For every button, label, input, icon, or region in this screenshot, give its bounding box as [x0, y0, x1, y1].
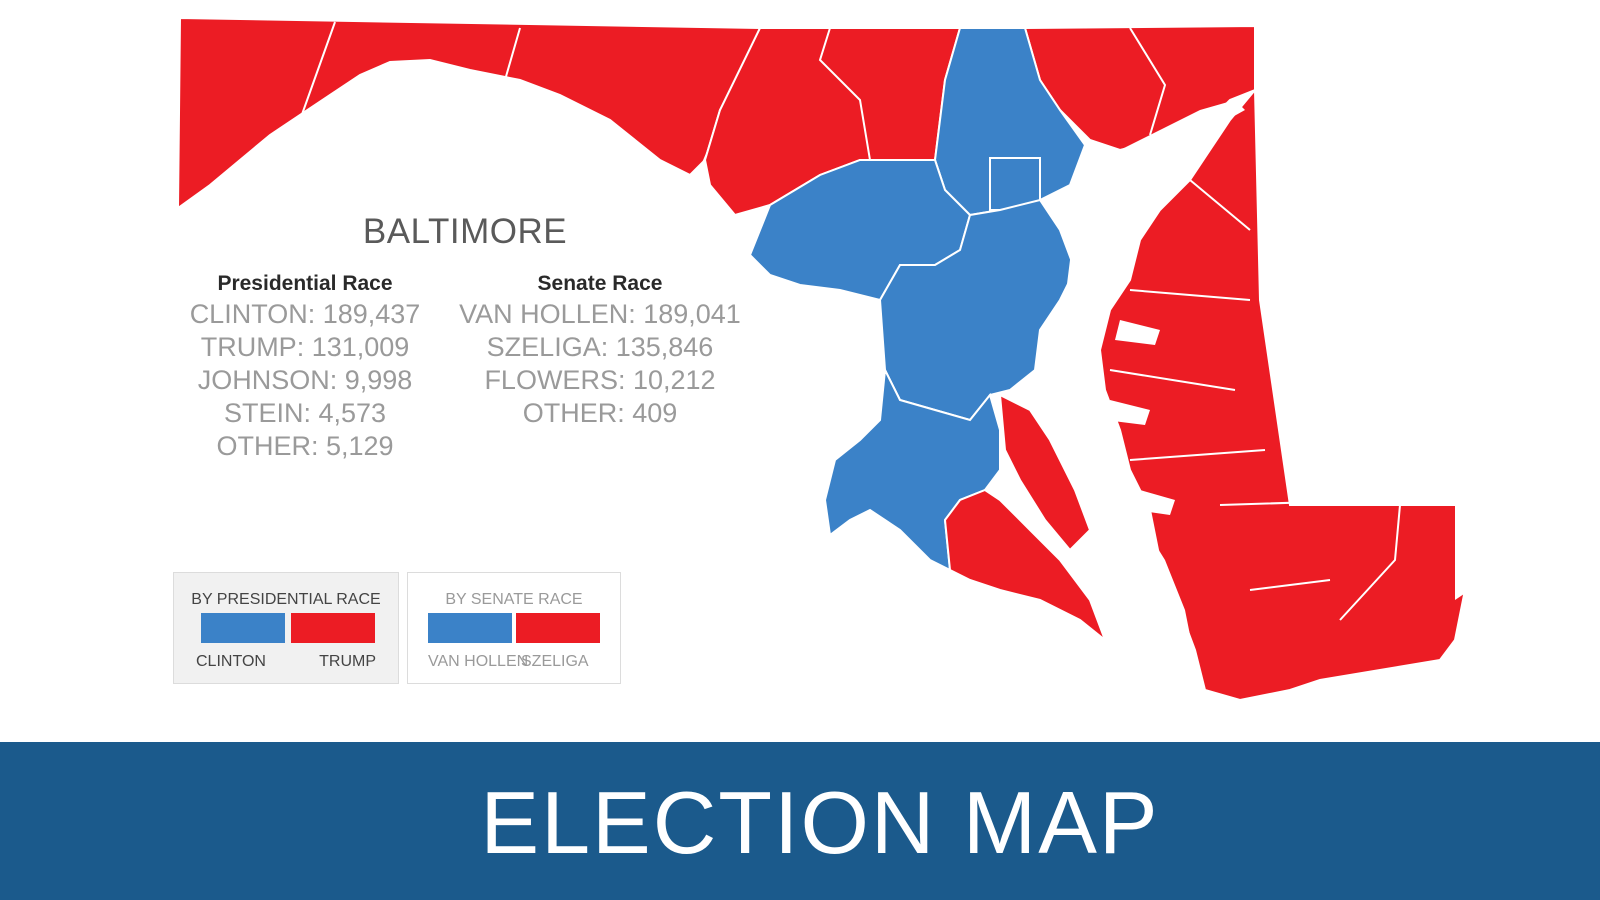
- legend-senate-toggle[interactable]: BY SENATE RACE VAN HOLLEN SZELIGA: [407, 572, 621, 684]
- legend-szeliga-swatch: [516, 613, 600, 643]
- legend-trump-label: TRUMP: [319, 653, 376, 670]
- chesapeake-bay: [1065, 100, 1245, 710]
- presidential-result-line: JOHNSON: 9,998: [197, 365, 413, 395]
- banner-title: ELECTION MAP: [480, 773, 1160, 872]
- legend-szeliga-label: SZELIGA: [521, 653, 589, 670]
- county-calvert[interactable]: [998, 393, 1092, 552]
- maryland-county-map: [176, 16, 1480, 710]
- presidential-result-line: CLINTON: 189,437: [189, 299, 421, 329]
- county-charles-stmarys[interactable]: [943, 488, 1108, 644]
- presidential-result-line: STEIN: 4,573: [223, 398, 387, 428]
- title-banner: ELECTION MAP: [0, 742, 1600, 900]
- presidential-results: Presidential Race CLINTON: 189,437 TRUMP…: [170, 272, 440, 463]
- county-western-panhandle[interactable]: [176, 16, 762, 210]
- legend-trump-swatch: [291, 613, 375, 643]
- region-title: BALTIMORE: [362, 212, 568, 251]
- senate-heading: Senate Race: [537, 272, 663, 295]
- senate-results: Senate Race VAN HOLLEN: 189,041 SZELIGA:…: [440, 272, 760, 430]
- legend-clinton-swatch: [201, 613, 285, 643]
- senate-result-line: SZELIGA: 135,846: [486, 332, 714, 362]
- map-svg: [176, 16, 1480, 710]
- presidential-result-line: TRUMP: 131,009: [200, 332, 410, 362]
- legend-senate-title: BY SENATE RACE: [445, 591, 583, 608]
- senate-result-line: FLOWERS: 10,212: [484, 365, 716, 395]
- senate-result-line: VAN HOLLEN: 189,041: [459, 299, 741, 329]
- legend-presidential-title: BY PRESIDENTIAL RACE: [191, 591, 381, 608]
- presidential-result-line: OTHER: 5,129: [216, 431, 394, 461]
- legend-clinton-label: CLINTON: [196, 653, 266, 670]
- senate-result-line: OTHER: 409: [522, 398, 678, 428]
- legend-van-hollen-swatch: [428, 613, 512, 643]
- presidential-heading: Presidential Race: [217, 272, 393, 295]
- legend-presidential-toggle[interactable]: BY PRESIDENTIAL RACE CLINTON TRUMP: [173, 572, 399, 684]
- legend-van-hollen-label: VAN HOLLEN: [428, 653, 529, 670]
